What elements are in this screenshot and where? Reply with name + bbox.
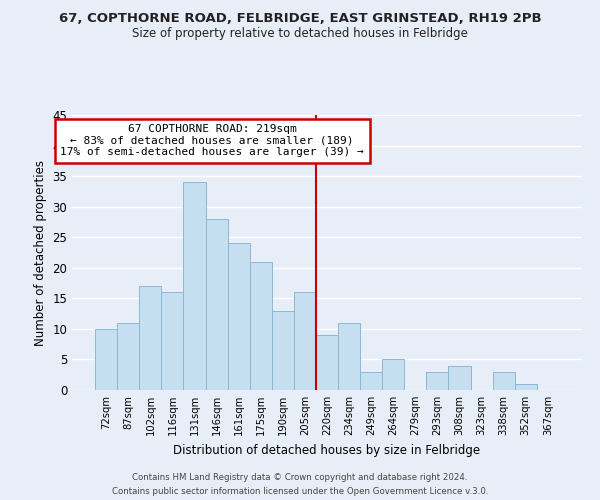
Text: Contains HM Land Registry data © Crown copyright and database right 2024.: Contains HM Land Registry data © Crown c… [132, 473, 468, 482]
Y-axis label: Number of detached properties: Number of detached properties [34, 160, 47, 346]
Text: 67, COPTHORNE ROAD, FELBRIDGE, EAST GRINSTEAD, RH19 2PB: 67, COPTHORNE ROAD, FELBRIDGE, EAST GRIN… [59, 12, 541, 26]
Bar [161, 292, 184, 390]
Bar [493, 372, 515, 390]
Text: Contains public sector information licensed under the Open Government Licence v.: Contains public sector information licen… [112, 486, 488, 496]
Bar [184, 182, 206, 390]
Bar [382, 360, 404, 390]
X-axis label: Distribution of detached houses by size in Felbridge: Distribution of detached houses by size … [173, 444, 481, 456]
Bar [95, 329, 117, 390]
Bar [515, 384, 537, 390]
Bar [227, 244, 250, 390]
Bar [338, 323, 360, 390]
Bar [250, 262, 272, 390]
Bar [272, 310, 294, 390]
Bar [139, 286, 161, 390]
Bar [427, 372, 448, 390]
Bar [206, 219, 227, 390]
Bar [316, 335, 338, 390]
Bar [117, 323, 139, 390]
Text: Size of property relative to detached houses in Felbridge: Size of property relative to detached ho… [132, 28, 468, 40]
Bar [360, 372, 382, 390]
Text: 67 COPTHORNE ROAD: 219sqm
← 83% of detached houses are smaller (189)
17% of semi: 67 COPTHORNE ROAD: 219sqm ← 83% of detac… [61, 124, 364, 158]
Bar [448, 366, 470, 390]
Bar [294, 292, 316, 390]
